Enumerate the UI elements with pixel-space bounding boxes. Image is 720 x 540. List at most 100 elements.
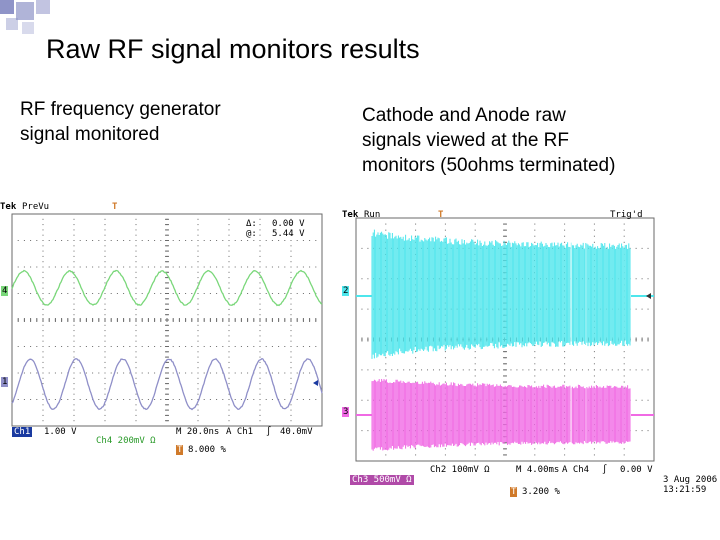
grid-dot bbox=[636, 400, 637, 401]
grid-dot bbox=[260, 288, 261, 289]
grid-dot bbox=[624, 448, 625, 449]
grid-dot bbox=[198, 394, 199, 395]
grid-dot bbox=[136, 367, 137, 368]
grid-dot bbox=[179, 346, 180, 347]
grid-dot bbox=[105, 335, 106, 336]
grid-dot bbox=[475, 224, 476, 225]
grid-dot bbox=[160, 267, 161, 268]
grid-dot bbox=[594, 461, 595, 462]
decor-square bbox=[36, 0, 50, 14]
grid-dot bbox=[154, 240, 155, 241]
grid-dot bbox=[43, 267, 44, 268]
grid-dot bbox=[260, 341, 261, 342]
grid-dot bbox=[475, 351, 476, 352]
grid-dot bbox=[136, 224, 137, 225]
grid-dot bbox=[445, 224, 446, 225]
grid-dot bbox=[475, 375, 476, 376]
grid-dot bbox=[297, 373, 298, 374]
grid-dot bbox=[198, 304, 199, 305]
grid-dot bbox=[322, 399, 323, 400]
grid-dot bbox=[445, 448, 446, 449]
scope-right-date: 3 Aug 2006 bbox=[663, 475, 717, 485]
grid-dot bbox=[475, 448, 476, 449]
grid-dot bbox=[36, 267, 37, 268]
grid-dot bbox=[475, 461, 476, 462]
grid-dot bbox=[24, 293, 25, 294]
grid-dot bbox=[534, 236, 535, 237]
grid-dot bbox=[594, 369, 595, 370]
grid-dot bbox=[291, 272, 292, 273]
left-caption-line-1: RF frequency generator bbox=[20, 97, 221, 122]
grid-dot bbox=[284, 399, 285, 400]
grid-dot bbox=[303, 346, 304, 347]
grid-dot bbox=[105, 282, 106, 283]
grid-dot bbox=[403, 369, 404, 370]
grid-dot bbox=[92, 346, 93, 347]
grid-dot bbox=[367, 278, 368, 279]
grid-dot bbox=[260, 314, 261, 315]
grid-dot bbox=[648, 309, 649, 310]
grid-dot bbox=[235, 399, 236, 400]
grid-dot bbox=[594, 230, 595, 231]
scope-left-ch1-scale: 1.00 V bbox=[44, 427, 77, 437]
grid-dot bbox=[136, 346, 137, 347]
grid-dot bbox=[564, 236, 565, 237]
grid-dot bbox=[43, 420, 44, 421]
grid-dot bbox=[475, 369, 476, 370]
grid-dot bbox=[198, 335, 199, 336]
grid-dot bbox=[594, 357, 595, 358]
grid-dot bbox=[356, 309, 357, 310]
grid-dot bbox=[260, 293, 261, 294]
grid-dot bbox=[204, 267, 205, 268]
grid-dot bbox=[136, 404, 137, 405]
grid-dot bbox=[636, 309, 637, 310]
grid-dot bbox=[12, 373, 13, 374]
grid-dot bbox=[198, 277, 199, 278]
grid-dot bbox=[315, 240, 316, 241]
grid-dot bbox=[123, 240, 124, 241]
grid-dot bbox=[445, 461, 446, 462]
grid-dot bbox=[55, 373, 56, 374]
grid-dot bbox=[179, 240, 180, 241]
grid-dot bbox=[291, 388, 292, 389]
scope-right-ch3-marker: 3 bbox=[342, 407, 349, 417]
grid-dot bbox=[105, 325, 106, 326]
grid-dot bbox=[229, 309, 230, 310]
grid-dot bbox=[55, 346, 56, 347]
grid-dot bbox=[198, 219, 199, 220]
grid-dot bbox=[160, 240, 161, 241]
grid-dot bbox=[18, 267, 19, 268]
grid-dot bbox=[291, 362, 292, 363]
grid-dot bbox=[80, 267, 81, 268]
grid-dot bbox=[654, 248, 655, 249]
grid-dot bbox=[74, 399, 75, 400]
decor-square bbox=[0, 0, 14, 14]
grid-dot bbox=[136, 293, 137, 294]
grid-dot bbox=[266, 267, 267, 268]
grid-dot bbox=[136, 240, 137, 241]
grid-dot bbox=[260, 335, 261, 336]
grid-dot bbox=[117, 346, 118, 347]
grid-dot bbox=[198, 330, 199, 331]
grid-dot bbox=[445, 236, 446, 237]
grid-dot bbox=[534, 375, 535, 376]
grid-dot bbox=[18, 240, 19, 241]
grid-dot bbox=[291, 325, 292, 326]
grid-dot bbox=[43, 224, 44, 225]
grid-dot bbox=[198, 251, 199, 252]
grid-dot bbox=[272, 346, 273, 347]
grid-dot bbox=[253, 399, 254, 400]
grid-dot bbox=[198, 388, 199, 389]
grid-dot bbox=[291, 314, 292, 315]
grid-dot bbox=[642, 278, 643, 279]
grid-dot bbox=[43, 277, 44, 278]
grid-dot bbox=[136, 314, 137, 315]
grid-dot bbox=[123, 267, 124, 268]
scope-left-trigger-slope: ∫ bbox=[266, 427, 271, 437]
scope-right-trigger-source: A Ch4 bbox=[562, 465, 589, 475]
grid-dot bbox=[493, 369, 494, 370]
grid-dot bbox=[322, 293, 323, 294]
grid-dot bbox=[576, 369, 577, 370]
grid-dot bbox=[534, 218, 535, 219]
grid-dot bbox=[229, 277, 230, 278]
